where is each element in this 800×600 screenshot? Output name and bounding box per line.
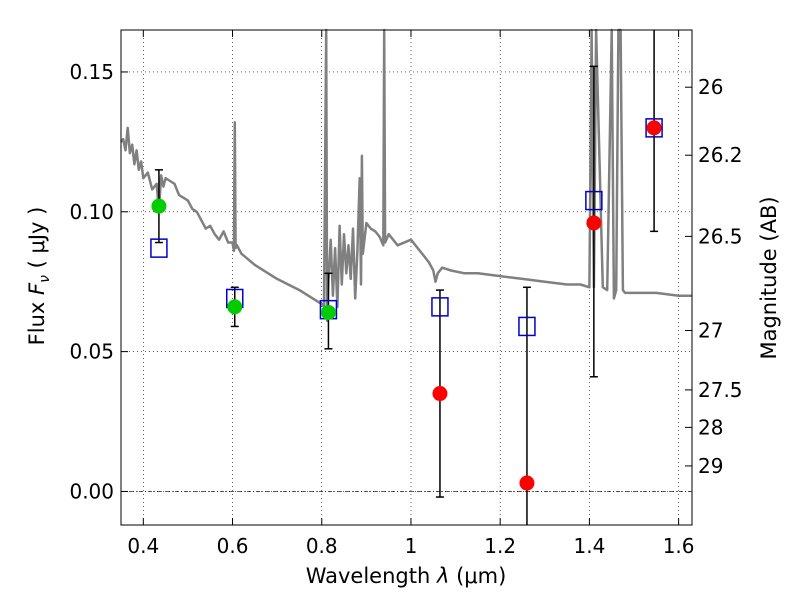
x-axis-label-symbol: λ bbox=[436, 564, 449, 588]
magnitude-tick-label: 27.5 bbox=[698, 378, 743, 402]
detection-point bbox=[320, 304, 336, 320]
grid-lines bbox=[121, 30, 692, 525]
magnitude-tick-label: 26.2 bbox=[698, 143, 743, 167]
x-tick-label: 0.8 bbox=[306, 534, 338, 558]
model-square-marker bbox=[431, 297, 449, 317]
y-axis-label: Flux Fν ( μJy ) bbox=[25, 207, 53, 346]
circles-layer bbox=[151, 120, 662, 491]
x-tick-label: 1.4 bbox=[573, 534, 605, 558]
spectrum-layer bbox=[120, 28, 692, 323]
magnitude-tick-label: 27 bbox=[698, 319, 723, 343]
x-axis-label: Wavelength λ (μm) bbox=[306, 564, 507, 588]
y-tick-label: 0.05 bbox=[69, 340, 114, 364]
x-axis-label-prefix: Wavelength bbox=[306, 564, 437, 588]
magnitude-tick-label: 26 bbox=[698, 75, 723, 99]
magnitude-tick-label: 29 bbox=[698, 454, 723, 478]
spectrum-line bbox=[120, 28, 692, 323]
magnitude-tick-label: 28 bbox=[698, 415, 723, 439]
model-square-marker bbox=[150, 238, 168, 258]
y-tick-label: 0.15 bbox=[69, 60, 114, 84]
detection-point bbox=[151, 198, 167, 214]
low-significance-point bbox=[646, 120, 662, 136]
magnitude-axis-ticks: 26 26.2 26.5 27 27.5 28 29 bbox=[685, 75, 743, 478]
plot-frame bbox=[120, 29, 693, 526]
x-tick-label: 1.6 bbox=[663, 534, 695, 558]
low-significance-point bbox=[432, 386, 448, 402]
x-tick-label: 0.6 bbox=[217, 534, 249, 558]
y-axis-ticks: 0.00 0.05 0.10 0.15 bbox=[69, 60, 128, 503]
y-axis-label-prefix: Flux bbox=[25, 295, 49, 345]
y-tick-label: 0.10 bbox=[69, 200, 114, 224]
x-axis-label-suffix: (μm) bbox=[449, 564, 506, 588]
low-significance-point bbox=[586, 215, 602, 231]
squares-layer bbox=[150, 118, 663, 337]
y-axis-label-sub: ν bbox=[37, 275, 53, 283]
y-axis-label-suffix: ( μJy ) bbox=[25, 207, 49, 275]
model-square-marker bbox=[518, 316, 536, 337]
errorbars-layer bbox=[154, 30, 659, 525]
magnitude-axis-label: Magnitude (AB) bbox=[757, 196, 781, 359]
x-axis-ticks: 0.4 0.6 0.8 1 1.2 1.4 1.6 bbox=[127, 30, 695, 558]
model-square-marker bbox=[585, 190, 603, 211]
x-tick-label: 1.2 bbox=[484, 534, 516, 558]
x-tick-label: 0.4 bbox=[127, 534, 159, 558]
model-square-marker bbox=[645, 118, 663, 138]
magnitude-tick-label: 26.5 bbox=[698, 224, 743, 248]
detection-point bbox=[227, 299, 243, 315]
low-significance-point bbox=[519, 475, 535, 491]
x-tick-label: 1 bbox=[405, 534, 418, 558]
y-tick-label: 0.00 bbox=[69, 479, 114, 503]
y-axis-label-symbol: F bbox=[25, 282, 49, 295]
